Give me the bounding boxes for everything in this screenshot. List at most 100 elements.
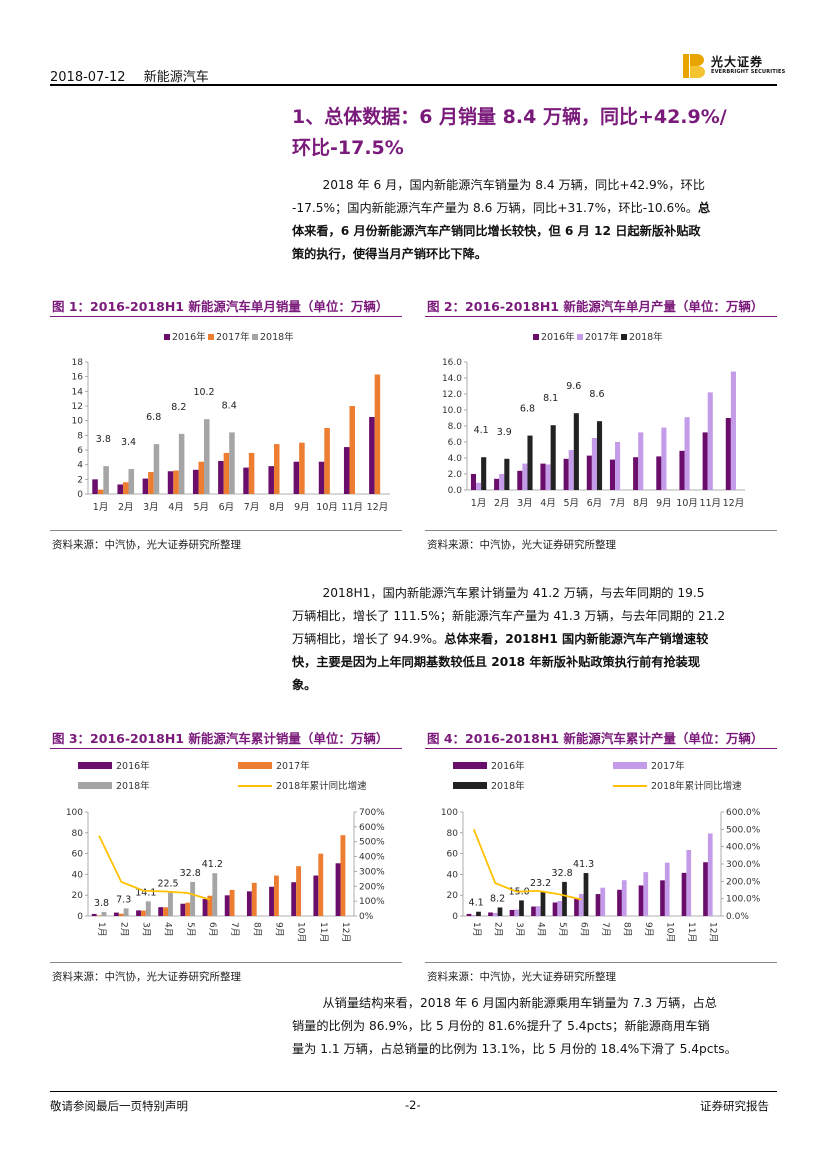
bar bbox=[586, 455, 592, 490]
x-tick-label: 3月 bbox=[514, 922, 525, 937]
bar bbox=[531, 906, 536, 916]
bar bbox=[229, 889, 235, 916]
bar bbox=[123, 908, 129, 916]
bar bbox=[476, 482, 482, 490]
x-tick-label: 6月 bbox=[207, 922, 218, 937]
footer-disclaimer: 敬请参阅最后一页特别声明 bbox=[50, 1099, 188, 1113]
legend-label: 2018年 bbox=[116, 780, 150, 792]
data-label: 3.4 bbox=[121, 437, 136, 448]
x-tick-label: 10月 bbox=[664, 922, 675, 942]
section-title-line2: 环比-17.5% bbox=[292, 137, 404, 159]
bar bbox=[476, 911, 481, 916]
y2-tick-label: 100.0% bbox=[726, 895, 761, 905]
y-tick-label: 80 bbox=[72, 829, 84, 839]
bar bbox=[638, 885, 644, 916]
bar bbox=[117, 484, 123, 494]
legend-label: 2018年累计同比增速 bbox=[651, 780, 742, 792]
y-tick-label: 8 bbox=[77, 431, 83, 441]
data-label: 22.5 bbox=[157, 879, 178, 890]
bar bbox=[268, 466, 274, 494]
bar bbox=[499, 474, 505, 490]
bar bbox=[664, 862, 670, 916]
bar bbox=[224, 895, 230, 916]
bar bbox=[113, 912, 119, 916]
y-tick-label: 100 bbox=[66, 808, 83, 818]
y-tick-label: 60 bbox=[447, 850, 459, 860]
footer-rule bbox=[50, 1091, 777, 1092]
y2-tick-label: 0.0% bbox=[726, 912, 749, 922]
data-label: 14.1 bbox=[135, 887, 156, 898]
y-tick-label: 2 bbox=[77, 475, 83, 485]
data-label: 6.8 bbox=[520, 404, 535, 415]
legend-label: 2018年累计同比增速 bbox=[276, 780, 367, 792]
bar bbox=[207, 895, 213, 916]
y-tick-label: 18 bbox=[72, 358, 84, 368]
bar bbox=[656, 456, 662, 490]
logo-cn: 光大证券 bbox=[711, 55, 764, 69]
data-label: 8.1 bbox=[543, 393, 558, 404]
x-tick-label: 6月 bbox=[578, 922, 589, 937]
y2-tick-label: 400% bbox=[359, 853, 385, 863]
p1-line2: -17.5%；国内新能源汽车产量为 8.6 万辆，同比+31.7%，环比-10.… bbox=[292, 201, 711, 215]
header-meta: 2018-07-12 新能源汽车 bbox=[50, 66, 223, 85]
figure-3-rule bbox=[50, 748, 402, 750]
bar bbox=[545, 464, 551, 490]
x-tick-label: 2月 bbox=[492, 922, 503, 937]
x-tick-label: 8月 bbox=[621, 922, 632, 937]
x-tick-label: 7月 bbox=[229, 922, 240, 937]
data-label: 4.1 bbox=[469, 898, 484, 909]
figure-1-rule bbox=[50, 316, 402, 318]
bar bbox=[299, 442, 305, 494]
bar bbox=[313, 875, 319, 916]
bar bbox=[251, 882, 257, 916]
bar bbox=[540, 463, 546, 490]
report-topic: 新能源汽车 bbox=[143, 70, 209, 85]
chart-monthly-sales: 2016年 2017年 2018年 0 2 4 6 8 10 12 14 16 18 3.8 3.4 6.8 8… bbox=[72, 331, 390, 513]
bar bbox=[153, 444, 160, 494]
bar bbox=[248, 452, 255, 494]
bar bbox=[535, 906, 541, 916]
bar bbox=[617, 889, 622, 916]
legend-label: 2016年 bbox=[172, 331, 206, 343]
y-tick-label: 4 bbox=[77, 461, 83, 471]
data-label: 8.2 bbox=[171, 402, 186, 413]
x-tick-label: 7月 bbox=[610, 498, 626, 509]
p3-line2: 销量的比例为 86.9%，比 5 月份的 81.6%提升了 5.4pcts；新能… bbox=[292, 1019, 710, 1033]
bar bbox=[702, 432, 708, 490]
figure-1-bottom-rule bbox=[50, 530, 402, 531]
figure-1-title: 图 1：2016-2018H1 新能源汽车单月销量（单位：万辆） bbox=[52, 299, 389, 314]
bar bbox=[192, 469, 199, 494]
figure-4-source: 资料来源：中汽协，光大证券研究所整理 bbox=[427, 971, 616, 983]
bar bbox=[497, 907, 503, 916]
bar bbox=[223, 452, 230, 494]
bar bbox=[269, 886, 274, 916]
x-tick-label: 9月 bbox=[643, 922, 654, 937]
bar bbox=[91, 913, 97, 916]
data-label: 41.3 bbox=[573, 859, 594, 870]
y2-tick-label: 300% bbox=[359, 867, 385, 877]
data-label: 41.2 bbox=[202, 859, 223, 870]
x-tick-label: 6月 bbox=[587, 498, 603, 509]
bar bbox=[550, 425, 556, 490]
x-tick-label: 7月 bbox=[600, 922, 611, 937]
bar bbox=[481, 457, 487, 490]
bar bbox=[471, 915, 477, 916]
paragraph-3: 从销量结构来看，2018 年 6 月国内新能源乘用车销量为 7.3 万辆，占总 … bbox=[292, 992, 778, 1061]
growth-line bbox=[472, 828, 582, 901]
chart-cumulative-sales: 2016年 2017年 2018年 2018年累计同比增速 0 20 40 60 80 100 0%… bbox=[66, 760, 385, 942]
bar bbox=[140, 910, 146, 916]
bar bbox=[595, 894, 601, 916]
bar bbox=[488, 912, 493, 916]
y2-tick-label: 200.0% bbox=[726, 877, 761, 887]
y-tick-label: 0 bbox=[452, 912, 458, 922]
x-tick-label: 1月 bbox=[471, 922, 482, 937]
bar bbox=[707, 833, 713, 916]
x-tick-label: 5月 bbox=[557, 922, 568, 937]
bar bbox=[163, 907, 169, 916]
x-tick-label: 2月 bbox=[494, 498, 510, 509]
bar bbox=[557, 901, 563, 916]
header-rule bbox=[50, 84, 777, 86]
x-tick-label: 1月 bbox=[96, 922, 107, 937]
x-tick-label: 12月 bbox=[723, 498, 745, 509]
y2-tick-label: 0% bbox=[359, 912, 374, 922]
